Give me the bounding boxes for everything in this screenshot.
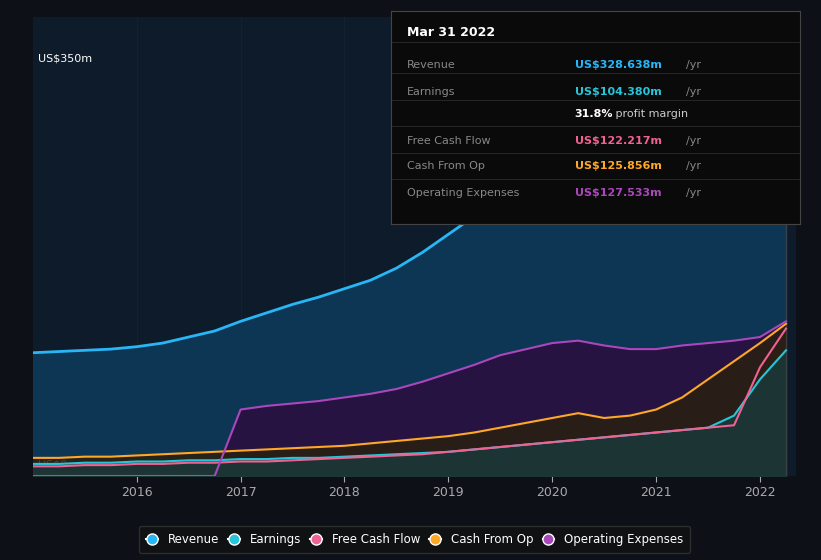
Text: US$350m: US$350m: [38, 53, 92, 63]
Text: /yr: /yr: [686, 87, 701, 97]
Text: Earnings: Earnings: [407, 87, 456, 97]
Text: US$104.380m: US$104.380m: [575, 87, 662, 97]
Text: /yr: /yr: [686, 136, 701, 146]
Text: US$125.856m: US$125.856m: [575, 161, 662, 171]
Text: US$122.217m: US$122.217m: [575, 136, 662, 146]
Text: US$328.638m: US$328.638m: [575, 60, 662, 70]
Legend: Revenue, Earnings, Free Cash Flow, Cash From Op, Operating Expenses: Revenue, Earnings, Free Cash Flow, Cash …: [139, 526, 690, 553]
Text: profit margin: profit margin: [612, 109, 688, 119]
Text: Free Cash Flow: Free Cash Flow: [407, 136, 491, 146]
Text: Mar 31 2022: Mar 31 2022: [407, 26, 495, 39]
Text: Revenue: Revenue: [407, 60, 456, 70]
Text: US$0: US$0: [38, 460, 67, 470]
Text: Cash From Op: Cash From Op: [407, 161, 485, 171]
Text: US$127.533m: US$127.533m: [575, 188, 662, 198]
Text: Operating Expenses: Operating Expenses: [407, 188, 520, 198]
Text: /yr: /yr: [686, 161, 701, 171]
Text: 31.8%: 31.8%: [575, 109, 613, 119]
Text: /yr: /yr: [686, 188, 701, 198]
Text: /yr: /yr: [686, 60, 701, 70]
